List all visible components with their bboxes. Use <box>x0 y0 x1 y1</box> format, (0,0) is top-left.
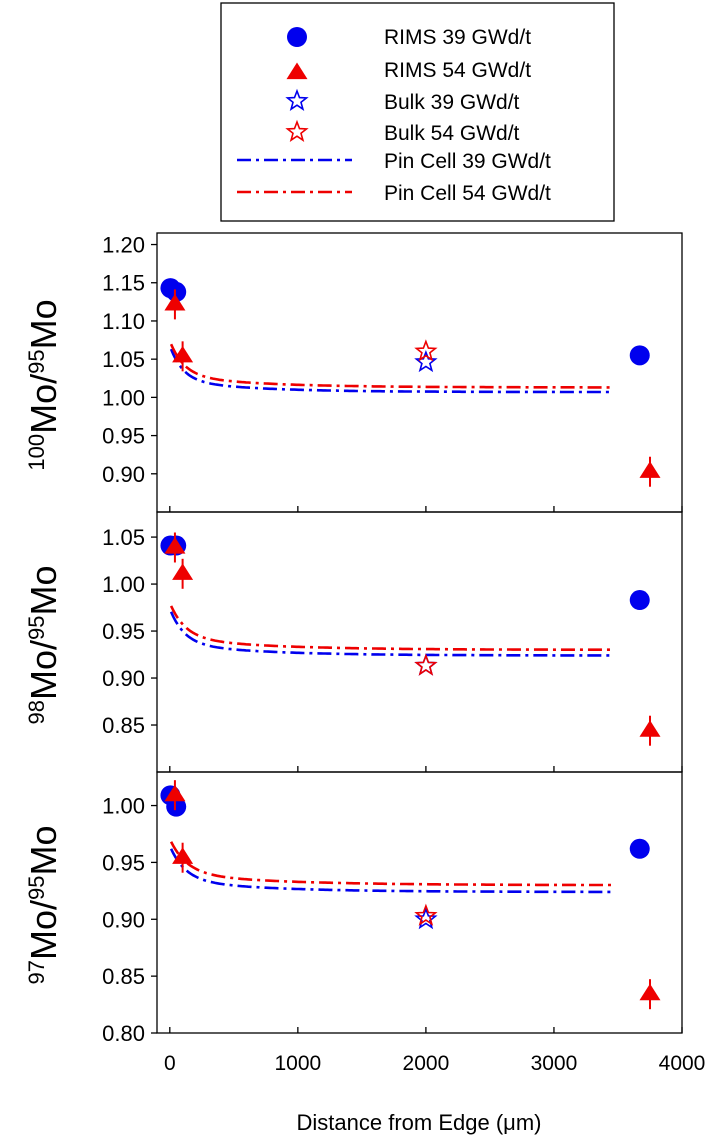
point-rims-54-gwd-t-1 <box>172 345 194 363</box>
y-tick-label: 1.00 <box>102 794 145 819</box>
y-label-middle-base1: Mo/ <box>23 640 64 700</box>
line-pin-cell-54-gwd-t <box>169 605 612 651</box>
y-label-bottom-base1: Mo/ <box>23 900 64 960</box>
legend-symbol-rims-39-gwd-t <box>287 27 307 47</box>
legend-label-rims-54: RIMS 54 GWd/t <box>384 59 531 82</box>
y-tick-label: 1.15 <box>102 271 145 296</box>
y-label-middle-sup2: 95 <box>24 616 49 640</box>
y-tick-label: 1.05 <box>102 525 145 550</box>
y-tick-label: 0.85 <box>102 964 145 989</box>
point-bulk-39-gwd-t-0 <box>414 907 438 930</box>
y-label-bottom-sup1: 97 <box>24 960 49 984</box>
legend-symbol-rims-54-gwd-t <box>286 62 308 80</box>
point-rims-54-gwd-t-1 <box>172 847 194 864</box>
y-tick-label: 0.80 <box>102 1021 145 1046</box>
point-rims-54-gwd-t-1 <box>172 563 194 580</box>
point-rims-39-gwd-t-2 <box>629 838 650 859</box>
y-label-top-sup1: 100 <box>24 434 49 471</box>
y-tick-label: 1.00 <box>102 572 145 597</box>
y-label-middle-sup1: 98 <box>24 700 49 724</box>
point-bulk-54-gwd-t-0 <box>414 653 438 676</box>
y-label-top-sup2: 95 <box>24 349 49 373</box>
x-tick-label: 4000 <box>659 1052 706 1075</box>
x-tick-label: 2000 <box>403 1052 450 1075</box>
y-tick-label: 1.10 <box>102 309 145 334</box>
point-rims-39-gwd-t-1 <box>166 281 187 302</box>
point-rims-54-gwd-t-2 <box>639 461 661 478</box>
plot-frame <box>156 771 683 1034</box>
line-pin-cell-54-gwd-t <box>169 343 612 389</box>
y-tick-label: 0.95 <box>102 850 145 875</box>
y-tick-label: 1.00 <box>102 385 145 410</box>
x-tick-label: 1000 <box>274 1052 321 1075</box>
point-rims-39-gwd-t-2 <box>629 590 650 611</box>
line-pin-cell-39-gwd-t <box>169 848 612 894</box>
panel-bottom: 0.80 0.85 0.90 0.95 1.00 <box>102 771 683 1046</box>
point-rims-54-gwd-t-0 <box>164 537 186 554</box>
legend-label-pincell-54: Pin Cell 54 GWd/t <box>384 182 551 205</box>
x-tick-labels: 0 1000 2000 3000 4000 <box>164 1052 705 1075</box>
y-tick-label: 1.05 <box>102 347 145 372</box>
x-tick-label: 3000 <box>531 1052 578 1075</box>
point-rims-54-gwd-t-2 <box>639 983 661 1001</box>
line-pin-cell-39-gwd-t <box>169 348 612 394</box>
y-tick-label: 0.90 <box>102 666 145 691</box>
point-bulk-54-gwd-t-0 <box>414 903 438 926</box>
legend-label-rims-39: RIMS 39 GWd/t <box>384 26 531 49</box>
y-label-middle-base2: Mo <box>23 566 64 616</box>
legend-symbol-bulk-39-gwd-t <box>285 88 309 111</box>
y-tick-label: 1.20 <box>102 233 145 258</box>
legend-label-bulk-54: Bulk 54 GWd/t <box>384 122 520 145</box>
x-tick-label: 0 <box>164 1052 176 1075</box>
line-pin-cell-39-gwd-t <box>169 611 612 657</box>
legend-box <box>220 2 615 222</box>
y-tick-label: 0.95 <box>102 424 145 449</box>
y-tick-label: 0.90 <box>102 462 145 487</box>
point-rims-54-gwd-t-0 <box>164 293 186 311</box>
y-label-bottom-base2: Mo <box>23 826 64 876</box>
point-rims-54-gwd-t-2 <box>639 720 661 737</box>
point-bulk-54-gwd-t-0 <box>414 339 438 362</box>
y-label-top-base2: Mo <box>23 299 64 349</box>
point-bulk-39-gwd-t-0 <box>414 349 438 373</box>
y-tick-label: 0.85 <box>102 713 145 738</box>
y-tick-label: 0.90 <box>102 907 145 932</box>
point-rims-39-gwd-t-2 <box>629 345 650 366</box>
x-axis-label: Distance from Edge (μm) <box>297 1110 542 1135</box>
y-label-top-base1: Mo/ <box>23 374 64 434</box>
panel-middle: 0.85 0.90 0.95 1.00 1.05 <box>102 511 683 773</box>
legend-symbol-bulk-54-gwd-t <box>285 119 309 142</box>
y-label-bottom-sup2: 95 <box>24 876 49 900</box>
y-tick-label: 0.95 <box>102 619 145 644</box>
legend: RIMS 39 GWd/t RIMS 54 GWd/t Bulk 39 GWd/… <box>220 2 615 222</box>
y-axis-label-top: 100Mo/95Mo <box>23 299 64 470</box>
line-pin-cell-54-gwd-t <box>169 841 612 887</box>
legend-label-pincell-39: Pin Cell 39 GWd/t <box>384 150 551 173</box>
legend-label-bulk-39: Bulk 39 GWd/t <box>384 91 520 114</box>
point-rims-54-gwd-t-0 <box>164 784 186 802</box>
y-axis-label-bottom: 97Mo/95Mo <box>23 826 64 985</box>
y-axis-label-middle: 98Mo/95Mo <box>23 566 64 725</box>
point-rims-39-gwd-t-1 <box>166 796 187 817</box>
